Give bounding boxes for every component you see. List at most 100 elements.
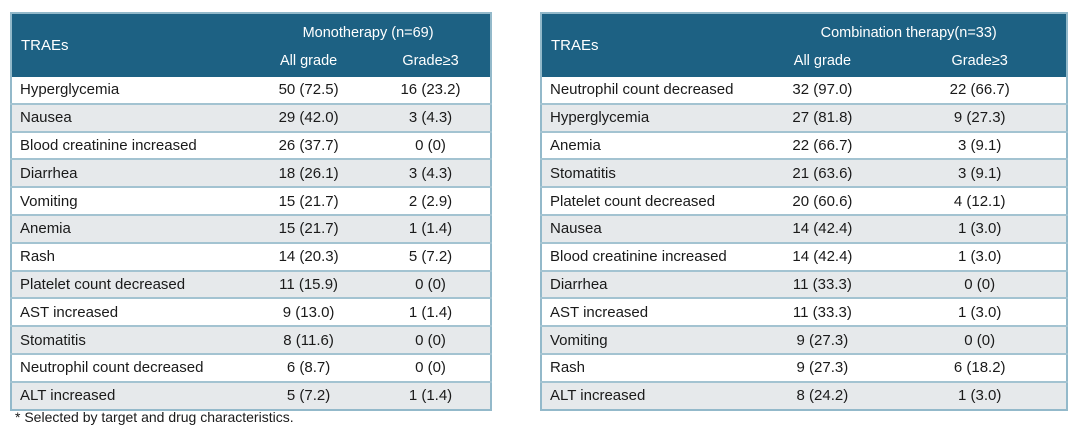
- grade3-value-cell: 0 (0): [893, 269, 1067, 299]
- trae-name-cell: Stomatitis: [11, 325, 247, 354]
- all-grade-value-cell: 29 (42.0): [246, 102, 371, 132]
- trae-name-cell: Rash: [11, 241, 247, 271]
- trae-name-cell: Blood creatinine increased: [541, 241, 752, 271]
- trae-name-cell: ALT increased: [11, 380, 247, 410]
- trae-name-cell: Nausea: [11, 102, 247, 132]
- all-grade-value-cell: 6 (8.7): [246, 352, 371, 382]
- all-grade-value-cell: 14 (20.3): [246, 241, 371, 271]
- table-row: Stomatitis 8 (11.6) 0 (0): [11, 325, 491, 354]
- all-grade-value-cell: 9 (27.3): [751, 352, 894, 382]
- grade3-value-cell: 1 (1.4): [370, 213, 491, 243]
- grade3-value-cell: 1 (1.4): [370, 380, 491, 410]
- table-row: Rash 14 (20.3) 5 (7.2): [11, 241, 491, 271]
- grade3-value-cell: 3 (9.1): [893, 130, 1067, 160]
- all-grade-value-cell: 8 (24.2): [751, 380, 894, 410]
- grade3-value-cell: 1 (3.0): [893, 297, 1067, 327]
- all-grade-value-cell: 11 (33.3): [751, 297, 894, 327]
- all-grade-value-cell: 21 (63.6): [751, 158, 894, 188]
- combination-group-header: Combination therapy(n=33): [751, 13, 1067, 48]
- all-grade-column-header: All grade: [246, 48, 371, 77]
- all-grade-value-cell: 32 (97.0): [751, 77, 894, 104]
- grade3-value-cell: 3 (4.3): [370, 158, 491, 188]
- footnote: * Selected by target and drug characteri…: [15, 409, 294, 425]
- grade3-value-cell: 2 (2.9): [370, 186, 491, 215]
- all-grade-value-cell: 15 (21.7): [246, 213, 371, 243]
- table-row: ALT increased 8 (24.2) 1 (3.0): [541, 380, 1067, 410]
- traes-corner-header: TRAEs: [11, 13, 247, 77]
- trae-name-cell: Stomatitis: [541, 158, 752, 188]
- table-row: Hyperglycemia 27 (81.8) 9 (27.3): [541, 102, 1067, 132]
- all-grade-value-cell: 14 (42.4): [751, 213, 894, 243]
- table-row: ALT increased 5 (7.2) 1 (1.4): [11, 380, 491, 410]
- table-row: Anemia 15 (21.7) 1 (1.4): [11, 213, 491, 243]
- table-row: Nausea 14 (42.4) 1 (3.0): [541, 213, 1067, 243]
- table-row: Vomiting 15 (21.7) 2 (2.9): [11, 186, 491, 215]
- all-grade-value-cell: 18 (26.1): [246, 158, 371, 188]
- table-row: Rash 9 (27.3) 6 (18.2): [541, 352, 1067, 382]
- grade3-value-cell: 1 (3.0): [893, 213, 1067, 243]
- monotherapy-group-header: Monotherapy (n=69): [246, 13, 491, 48]
- trae-name-cell: Neutrophil count decreased: [11, 352, 247, 382]
- grade3-value-cell: 9 (27.3): [893, 102, 1067, 132]
- traes-corner-header: TRAEs: [541, 13, 752, 77]
- table-row: Diarrhea 11 (33.3) 0 (0): [541, 269, 1067, 299]
- all-grade-value-cell: 14 (42.4): [751, 241, 894, 271]
- table-row: Anemia 22 (66.7) 3 (9.1): [541, 130, 1067, 160]
- trae-name-cell: Platelet count decreased: [11, 269, 247, 299]
- grade3-value-cell: 3 (4.3): [370, 102, 491, 132]
- all-grade-value-cell: 9 (13.0): [246, 297, 371, 327]
- grade3-value-cell: 3 (9.1): [893, 158, 1067, 188]
- trae-name-cell: Nausea: [541, 213, 752, 243]
- monotherapy-table-body: Hyperglycemia 50 (72.5) 16 (23.2) Nausea 29 …: [11, 77, 491, 410]
- table-row: Platelet count decreased 20 (60.6) 4 (12.1…: [541, 186, 1067, 215]
- trae-name-cell: Anemia: [541, 130, 752, 160]
- all-grade-value-cell: 26 (37.7): [246, 130, 371, 160]
- grade3-value-cell: 0 (0): [370, 352, 491, 382]
- combination-traes-table: TRAEs Combination therapy(n=33) All grad…: [540, 12, 1068, 411]
- all-grade-value-cell: 11 (15.9): [246, 269, 371, 299]
- all-grade-value-cell: 27 (81.8): [751, 102, 894, 132]
- table-row: Nausea 29 (42.0) 3 (4.3): [11, 102, 491, 132]
- all-grade-value-cell: 20 (60.6): [751, 186, 894, 215]
- grade3-value-cell: 0 (0): [370, 269, 491, 299]
- tables-container: TRAEs Monotherapy (n=69) All grade Grade…: [10, 12, 1068, 411]
- table-row: Stomatitis 21 (63.6) 3 (9.1): [541, 158, 1067, 188]
- table-row: Hyperglycemia 50 (72.5) 16 (23.2): [11, 77, 491, 104]
- grade3-value-cell: 0 (0): [370, 130, 491, 160]
- grade3-value-cell: 16 (23.2): [370, 77, 491, 104]
- monotherapy-traes-table: TRAEs Monotherapy (n=69) All grade Grade…: [10, 12, 492, 411]
- trae-name-cell: Diarrhea: [541, 269, 752, 299]
- all-grade-value-cell: 8 (11.6): [246, 325, 371, 354]
- grade3-value-cell: 1 (3.0): [893, 241, 1067, 271]
- trae-name-cell: Platelet count decreased: [541, 186, 752, 215]
- table-row: Blood creatinine increased 26 (37.7) 0 (0): [11, 130, 491, 160]
- trae-name-cell: Rash: [541, 352, 752, 382]
- trae-name-cell: Hyperglycemia: [541, 102, 752, 132]
- trae-name-cell: Vomiting: [11, 186, 247, 215]
- trae-name-cell: Anemia: [11, 213, 247, 243]
- all-grade-value-cell: 11 (33.3): [751, 269, 894, 299]
- table-row: Neutrophil count decreased 6 (8.7) 0 (0): [11, 352, 491, 382]
- trae-name-cell: Vomiting: [541, 325, 752, 354]
- all-grade-column-header: All grade: [751, 48, 894, 77]
- monotherapy-table-header: TRAEs Monotherapy (n=69) All grade Grade…: [11, 13, 491, 77]
- trae-name-cell: Neutrophil count decreased: [541, 77, 752, 104]
- grade3-value-cell: 5 (7.2): [370, 241, 491, 271]
- trae-name-cell: Hyperglycemia: [11, 77, 247, 104]
- table-row: Blood creatinine increased 14 (42.4) 1 (3.…: [541, 241, 1067, 271]
- all-grade-value-cell: 5 (7.2): [246, 380, 371, 410]
- grade3-column-header: Grade≥3: [370, 48, 491, 77]
- table-row: AST increased 9 (13.0) 1 (1.4): [11, 297, 491, 327]
- table-row: Platelet count decreased 11 (15.9) 0 (0): [11, 269, 491, 299]
- trae-name-cell: ALT increased: [541, 380, 752, 410]
- all-grade-value-cell: 50 (72.5): [246, 77, 371, 104]
- trae-name-cell: AST increased: [541, 297, 752, 327]
- all-grade-value-cell: 22 (66.7): [751, 130, 894, 160]
- all-grade-value-cell: 15 (21.7): [246, 186, 371, 215]
- trae-name-cell: Diarrhea: [11, 158, 247, 188]
- all-grade-value-cell: 9 (27.3): [751, 325, 894, 354]
- combination-table-header: TRAEs Combination therapy(n=33) All grad…: [541, 13, 1067, 77]
- table-row: AST increased 11 (33.3) 1 (3.0): [541, 297, 1067, 327]
- table-row: Neutrophil count decreased 32 (97.0) 22 (6…: [541, 77, 1067, 104]
